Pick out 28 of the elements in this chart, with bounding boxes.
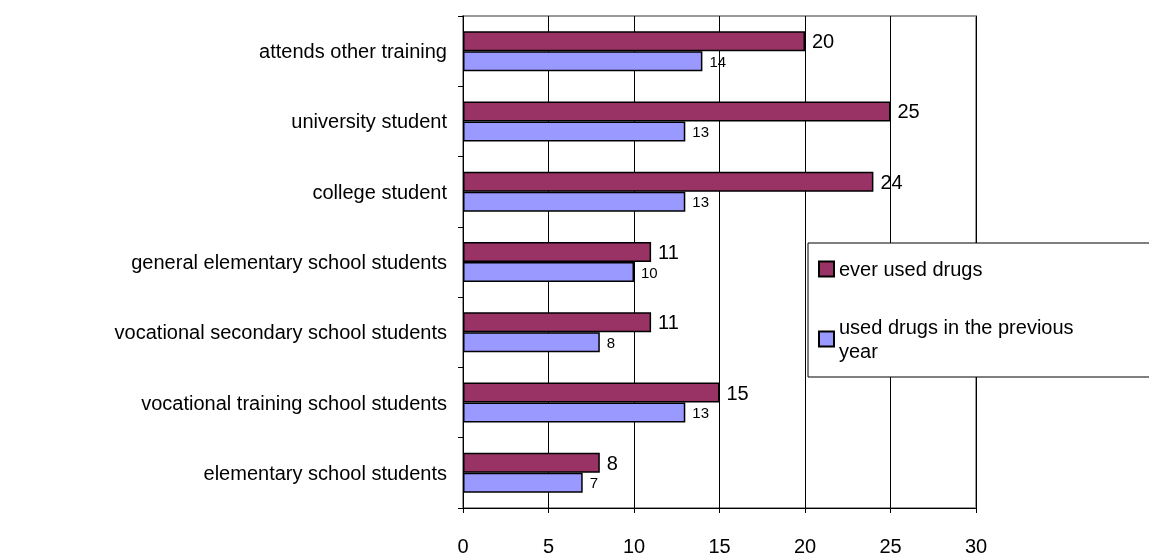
data-label: 11 (658, 241, 679, 263)
x-tick-label: 20 (793, 535, 817, 556)
data-label: 11 (658, 311, 679, 334)
x-tick-label: 5 (542, 535, 555, 556)
data-label: 20 (812, 30, 835, 53)
data-label: 13 (692, 122, 709, 140)
legend-label: used drugs in the previous year (839, 316, 1080, 362)
y-tick-label: vocational training school students (141, 391, 447, 414)
data-label: 7 (589, 474, 599, 492)
y-tick-label: vocational secondary school students (114, 321, 447, 344)
y-tick-label: college student (312, 180, 448, 203)
legend-label: ever used drugs (839, 258, 983, 280)
x-tick-label: 0 (457, 535, 469, 556)
x-tick-label: 15 (708, 535, 731, 556)
data-label: 10 (641, 263, 658, 281)
x-tick-label: 10 (622, 535, 646, 556)
data-label: 15 (726, 381, 749, 404)
x-tick-label: 30 (964, 535, 988, 556)
y-tick-label: attends other training (259, 40, 447, 63)
y-tick-label: elementary school students (203, 461, 447, 484)
data-label: 13 (692, 193, 709, 211)
data-label: 8 (606, 451, 618, 474)
x-tick-label: 25 (879, 535, 902, 556)
y-tick-label: general elementary school students (131, 251, 447, 273)
data-label: 8 (606, 333, 616, 351)
data-label: 13 (692, 404, 709, 422)
data-label: 25 (897, 100, 920, 123)
y-tick-label: university student (291, 110, 448, 133)
